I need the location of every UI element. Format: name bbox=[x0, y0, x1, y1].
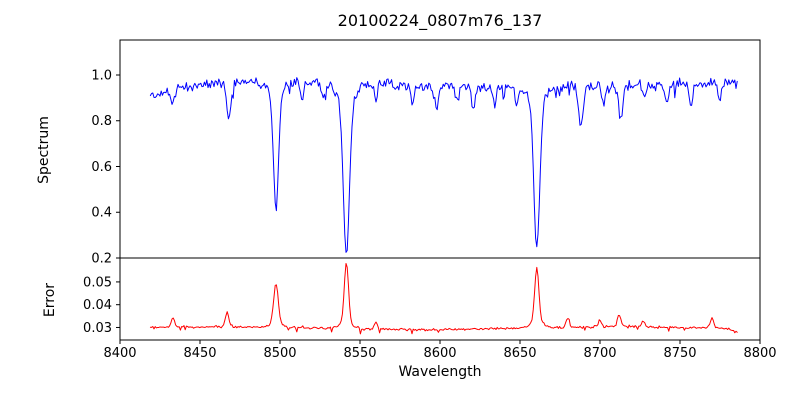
x-tick-label: 8400 bbox=[103, 346, 136, 361]
spectrum-y-tick-label: 0.8 bbox=[91, 114, 112, 129]
x-tick-label: 8650 bbox=[503, 346, 536, 361]
error-panel bbox=[119, 257, 761, 341]
spectrum-y-tick-label: 0.2 bbox=[91, 252, 112, 267]
spectrum-y-tick-label: 0.4 bbox=[91, 206, 112, 221]
x-tick-label: 8450 bbox=[183, 346, 216, 361]
spectrum-panel bbox=[119, 39, 761, 259]
error-line bbox=[149, 262, 738, 335]
x-tick-label: 8550 bbox=[343, 346, 376, 361]
error-y-axis-label: Error bbox=[42, 282, 58, 318]
spectrum-line bbox=[149, 77, 738, 253]
error-y-tick-label: 0.04 bbox=[83, 298, 112, 313]
error-axes-frame bbox=[119, 257, 761, 341]
spectrum-y-tick-label: 1.0 bbox=[91, 68, 112, 83]
x-tick-label: 8500 bbox=[263, 346, 296, 361]
spectrum-y-tick-label: 0.6 bbox=[91, 160, 112, 175]
x-tick-label: 8700 bbox=[583, 346, 616, 361]
x-tick-label: 8750 bbox=[663, 346, 696, 361]
axis-ticks: 8400 8450 8500 8550 8600 8650 8700 8750 8800 0.2 0… bbox=[83, 68, 777, 361]
spectrum-y-axis-label: Spectrum bbox=[36, 116, 52, 184]
x-tick-label: 8600 bbox=[423, 346, 456, 361]
error-y-tick-label: 0.03 bbox=[83, 321, 112, 336]
chart-title: 20100224_0807m76_137 bbox=[337, 11, 543, 30]
x-axis-label: Wavelength bbox=[398, 364, 482, 380]
error-y-tick-label: 0.05 bbox=[83, 275, 112, 290]
x-tick-label: 8800 bbox=[743, 346, 776, 361]
spectrum-axes-frame bbox=[119, 39, 761, 259]
